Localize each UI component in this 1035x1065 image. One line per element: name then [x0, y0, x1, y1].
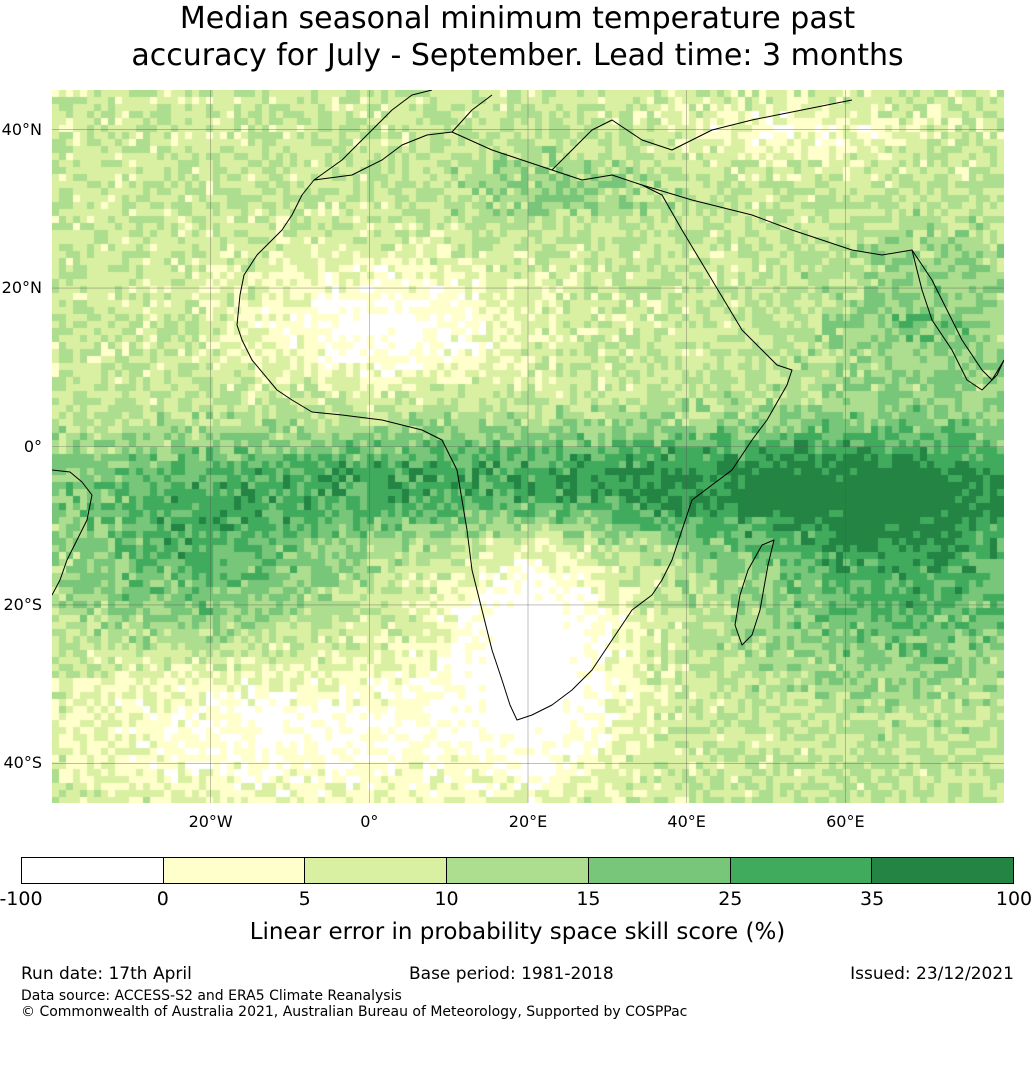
run-date: Run date: 17th April	[21, 964, 192, 984]
data-source: Data source: ACCESS-S2 and ERA5 Climate …	[21, 988, 402, 1004]
lon-tick-label: 0°	[360, 812, 379, 831]
lon-tick-label: 40°E	[667, 812, 706, 831]
map-title: Median seasonal minimum temperature past…	[0, 0, 1035, 74]
lon-tick-label: 20°W	[188, 812, 233, 831]
lon-tick-label: 20°E	[508, 812, 548, 831]
madagascar-coastline	[734, 539, 775, 646]
colorbar-segment	[22, 858, 164, 883]
colorbar-tick-label: 0	[156, 888, 169, 910]
africa-coastline	[236, 131, 793, 721]
base-period: Base period: 1981-2018	[409, 964, 614, 984]
lat-tick-label: 20°N	[1, 278, 42, 298]
map-title-line-1: Median seasonal minimum temperature past	[179, 1, 856, 36]
copyright: © Commonwealth of Australia 2021, Austra…	[21, 1004, 688, 1020]
europe-coastline	[313, 90, 853, 181]
colorbar-segment	[872, 858, 1014, 883]
issued-date: Issued: 23/12/2021	[850, 964, 1014, 984]
colorbar-tick-label: -100	[0, 888, 43, 910]
lon-tick-label: 60°E	[826, 812, 865, 831]
arabia-coastline	[641, 184, 1004, 381]
map-overlay	[52, 90, 1004, 803]
lat-tick-label: 20°S	[3, 594, 42, 614]
colorbar-label: Linear error in probability space skill …	[249, 919, 786, 945]
colorbar-segment	[163, 858, 306, 883]
colorbar-segment	[447, 858, 589, 883]
colorbar-segment	[305, 858, 448, 883]
colorbar-tick-label: 35	[860, 888, 885, 910]
lat-tick-label: 40°N	[1, 119, 42, 139]
map-title-line-2: accuracy for July - September. Lead time…	[131, 38, 904, 73]
lat-tick-label: 40°S	[3, 753, 42, 773]
colorbar-tick-label: 25	[718, 888, 743, 910]
colorbar-tick-label: 5	[298, 888, 311, 910]
skill-score-map	[52, 90, 1004, 803]
colorbar-segment	[730, 858, 873, 883]
colorbar	[21, 857, 1014, 884]
colorbar-tick-label: 15	[576, 888, 601, 910]
lat-tick-label: 0°	[23, 436, 42, 456]
south-america-coastline	[52, 469, 93, 596]
colorbar-tick-label: 100	[995, 888, 1033, 910]
colorbar-segment	[588, 858, 731, 883]
colorbar-tick-label: 10	[434, 888, 459, 910]
india-coastline	[911, 249, 1004, 391]
